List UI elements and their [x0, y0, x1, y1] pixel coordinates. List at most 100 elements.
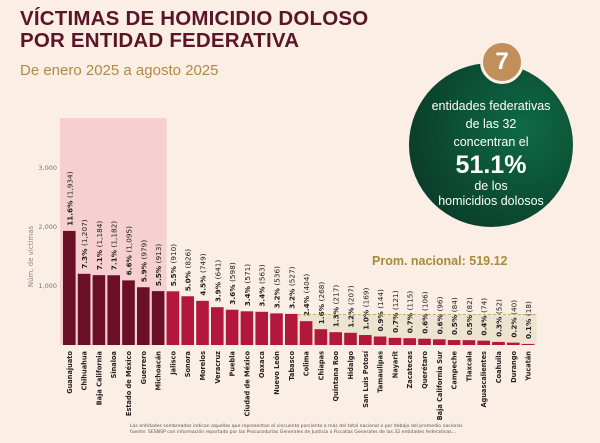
x-tick-label: Baja California Sur — [436, 350, 444, 420]
y-tick-label: 3,000 — [38, 164, 57, 172]
data-label: 3.4% (563) — [258, 264, 267, 307]
callout-line-5: homicidios dolosos — [438, 194, 544, 208]
title-line-2: POR ENTIDAD FEDERATIVA — [20, 29, 300, 52]
x-tick-label: Hidalgo — [347, 351, 355, 380]
x-tick-label: Yucatán — [525, 351, 533, 382]
data-label: 1.3% (217) — [332, 285, 341, 328]
data-label: 0.6% (96) — [435, 296, 444, 334]
bar-nuevo-león — [270, 313, 283, 345]
x-tick-label: Nuevo León — [273, 351, 281, 395]
bar-querétaro — [418, 338, 431, 345]
bar-hidalgo — [344, 332, 357, 345]
bar-zacatecas — [403, 338, 416, 345]
data-label: 0.7% (115) — [406, 291, 415, 334]
bar-michoacán — [151, 291, 165, 345]
bar-nayarit — [388, 337, 402, 345]
x-tick-label: Chihuahua — [81, 351, 89, 390]
page-title: VÍCTIMAS DE HOMICIDIO DOLOSO POR ENTIDAD… — [20, 8, 368, 52]
footnote: Las entidades sombreadas indican aquella… — [130, 424, 463, 436]
data-label: 3.9% (641) — [213, 260, 222, 303]
bar-yucatán — [521, 343, 535, 345]
data-label: 4.5% (749) — [199, 253, 208, 296]
data-label: 0.1% (18) — [524, 301, 533, 339]
x-tick-label: Zacatecas — [406, 351, 414, 389]
callout-line-2: de las 32 — [465, 117, 517, 131]
data-label: 0.9% (144) — [376, 289, 385, 332]
footnote-line-2: fuente: SESNSP con información reportada… — [130, 430, 457, 435]
data-label: 0.2% (40) — [509, 300, 518, 338]
x-tick-label: Coahuila — [495, 351, 503, 383]
callout-circle: entidades federativas de las 32 concentr… — [409, 63, 573, 227]
data-label: 3.2% (527) — [287, 266, 296, 309]
data-label: 6.6% (1,095) — [125, 226, 134, 276]
data-label: 7.1% (1,184) — [95, 221, 104, 271]
y-tick-label: 2,000 — [38, 223, 57, 231]
y-axis-label: Núm. de víctimas — [27, 226, 35, 288]
x-tick-label: Jalisco — [169, 351, 177, 376]
data-label: 0.3% (52) — [495, 299, 504, 337]
x-tick-label: Querétaro — [421, 351, 429, 389]
data-label: 0.5% (82) — [465, 297, 474, 335]
x-tick-label: Ciudad de México — [243, 351, 251, 417]
bar-sinaloa — [107, 275, 120, 345]
x-tick-label: Campeche — [451, 350, 459, 389]
data-label: 3.4% (571) — [243, 264, 252, 307]
data-label: 1.0% (169) — [361, 287, 370, 330]
x-tick-label: Baja California — [95, 351, 103, 405]
data-label: 0.4% (74) — [480, 298, 489, 336]
callout-line-1: entidades federativas — [431, 99, 551, 113]
data-label: 5.0% (826) — [184, 249, 193, 292]
bar-durango — [507, 342, 520, 345]
x-tick-label: Veracruz — [214, 351, 222, 384]
x-tick-label: Guanajuato — [66, 351, 74, 394]
bar-tlaxcala — [462, 340, 476, 345]
data-label: 5.9% (979) — [139, 240, 148, 283]
bar-campeche — [447, 340, 461, 345]
x-tick-label: Tamaulipas — [377, 351, 385, 393]
x-tick-label: Durango — [510, 351, 518, 383]
x-tick-label: Morelos — [199, 351, 207, 381]
bar-chiapas — [314, 329, 328, 345]
bar-puebla — [225, 309, 239, 345]
bar-sonora — [181, 296, 194, 345]
data-label: 2.4% (404) — [302, 274, 311, 317]
bar-coahuila — [492, 341, 505, 345]
callout-percent: 51.1% — [455, 151, 527, 179]
callout-line-3: concentran el — [453, 135, 529, 149]
x-tick-label: Aguascalientes — [480, 351, 488, 408]
bar-quintana-roo — [329, 332, 342, 345]
data-label: 3.2% (536) — [273, 266, 282, 309]
bar-morelos — [196, 300, 209, 345]
x-tick-label: Sinaloa — [110, 351, 118, 378]
x-tick-label: Michoacán — [155, 351, 163, 391]
callout-line-4: de los — [474, 179, 508, 193]
data-label: 7.1% (1,182) — [110, 221, 119, 271]
x-tick-label: San Luis Potosí — [362, 350, 370, 408]
data-label: 3.6% (598) — [228, 262, 237, 305]
bar-chihuahua — [77, 273, 91, 345]
x-tick-label: Quintana Roo — [332, 351, 340, 402]
title-line-1: VÍCTIMAS DE HOMICIDIO DOLOSO — [20, 7, 369, 30]
bar-estado-de-méxico — [122, 280, 135, 345]
data-label: 11.6% (1,934) — [65, 171, 74, 226]
x-tick-label: Tlaxcala — [465, 351, 473, 382]
data-label: 7.3% (1,207) — [80, 219, 89, 269]
x-tick-label: Estado de México — [125, 351, 133, 417]
data-label: 5.5% (913) — [154, 244, 163, 287]
callout-number-badge: 7 — [480, 40, 524, 84]
x-tick-label: Colima — [303, 351, 311, 376]
data-label: 0.7% (121) — [391, 290, 400, 333]
bar-guerrero — [137, 287, 150, 345]
x-tick-label: Oaxaca — [258, 351, 266, 378]
bar-baja-california — [92, 275, 106, 345]
bar-tamaulipas — [373, 336, 387, 345]
footnote-line-1: Las entidades sombreadas indican aquella… — [130, 424, 464, 429]
data-label: 0.6% (106) — [421, 291, 430, 334]
x-tick-label: Nayarit — [391, 351, 399, 378]
x-tick-label: Puebla — [229, 351, 237, 376]
x-tick-label: Tabasco — [288, 351, 296, 381]
x-tick-label: Chiapas — [317, 351, 325, 380]
bar-ciudad-de-méxico — [240, 311, 254, 345]
subtitle: De enero 2025 a agosto 2025 — [20, 62, 219, 79]
